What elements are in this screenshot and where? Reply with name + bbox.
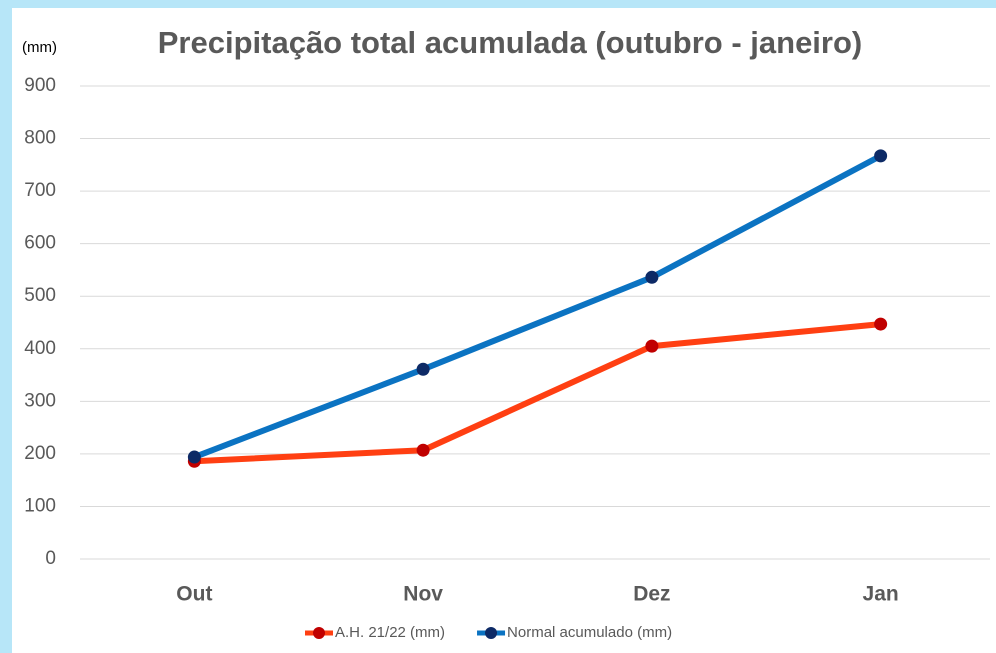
data-point <box>645 339 659 353</box>
y-tick-label: 400 <box>24 338 56 359</box>
data-point <box>416 443 430 457</box>
y-tick-label: 0 <box>45 548 56 569</box>
y-tick-label: 100 <box>24 495 56 516</box>
x-tick-label: Out <box>176 583 212 606</box>
chart-title: Precipitação total acumulada (outubro - … <box>158 25 863 60</box>
series-line <box>194 321 881 465</box>
x-tick-label: Jan <box>863 583 899 606</box>
x-tick-label: Dez <box>633 583 670 606</box>
data-point <box>187 450 201 464</box>
y-axis-label: (mm) <box>22 39 57 56</box>
y-tick-label: 700 <box>24 180 56 201</box>
y-tick-label: 200 <box>24 443 56 464</box>
legend-marker <box>313 627 325 639</box>
data-point <box>416 362 430 376</box>
y-tick-label: 800 <box>24 128 56 149</box>
y-tick-label: 500 <box>24 285 56 306</box>
y-tick-label: 900 <box>24 75 56 96</box>
chart-area <box>12 8 996 653</box>
legend-label: Normal acumulado (mm) <box>507 624 672 641</box>
x-tick-label: Nov <box>403 583 443 606</box>
y-tick-label: 600 <box>24 233 56 254</box>
data-point <box>645 270 659 284</box>
series-line <box>193 153 883 460</box>
legend-label: A.H. 21/22 (mm) <box>335 624 445 641</box>
data-point <box>874 149 888 163</box>
data-point <box>874 317 888 331</box>
legend-marker <box>485 627 498 639</box>
y-tick-label: 300 <box>24 390 56 411</box>
